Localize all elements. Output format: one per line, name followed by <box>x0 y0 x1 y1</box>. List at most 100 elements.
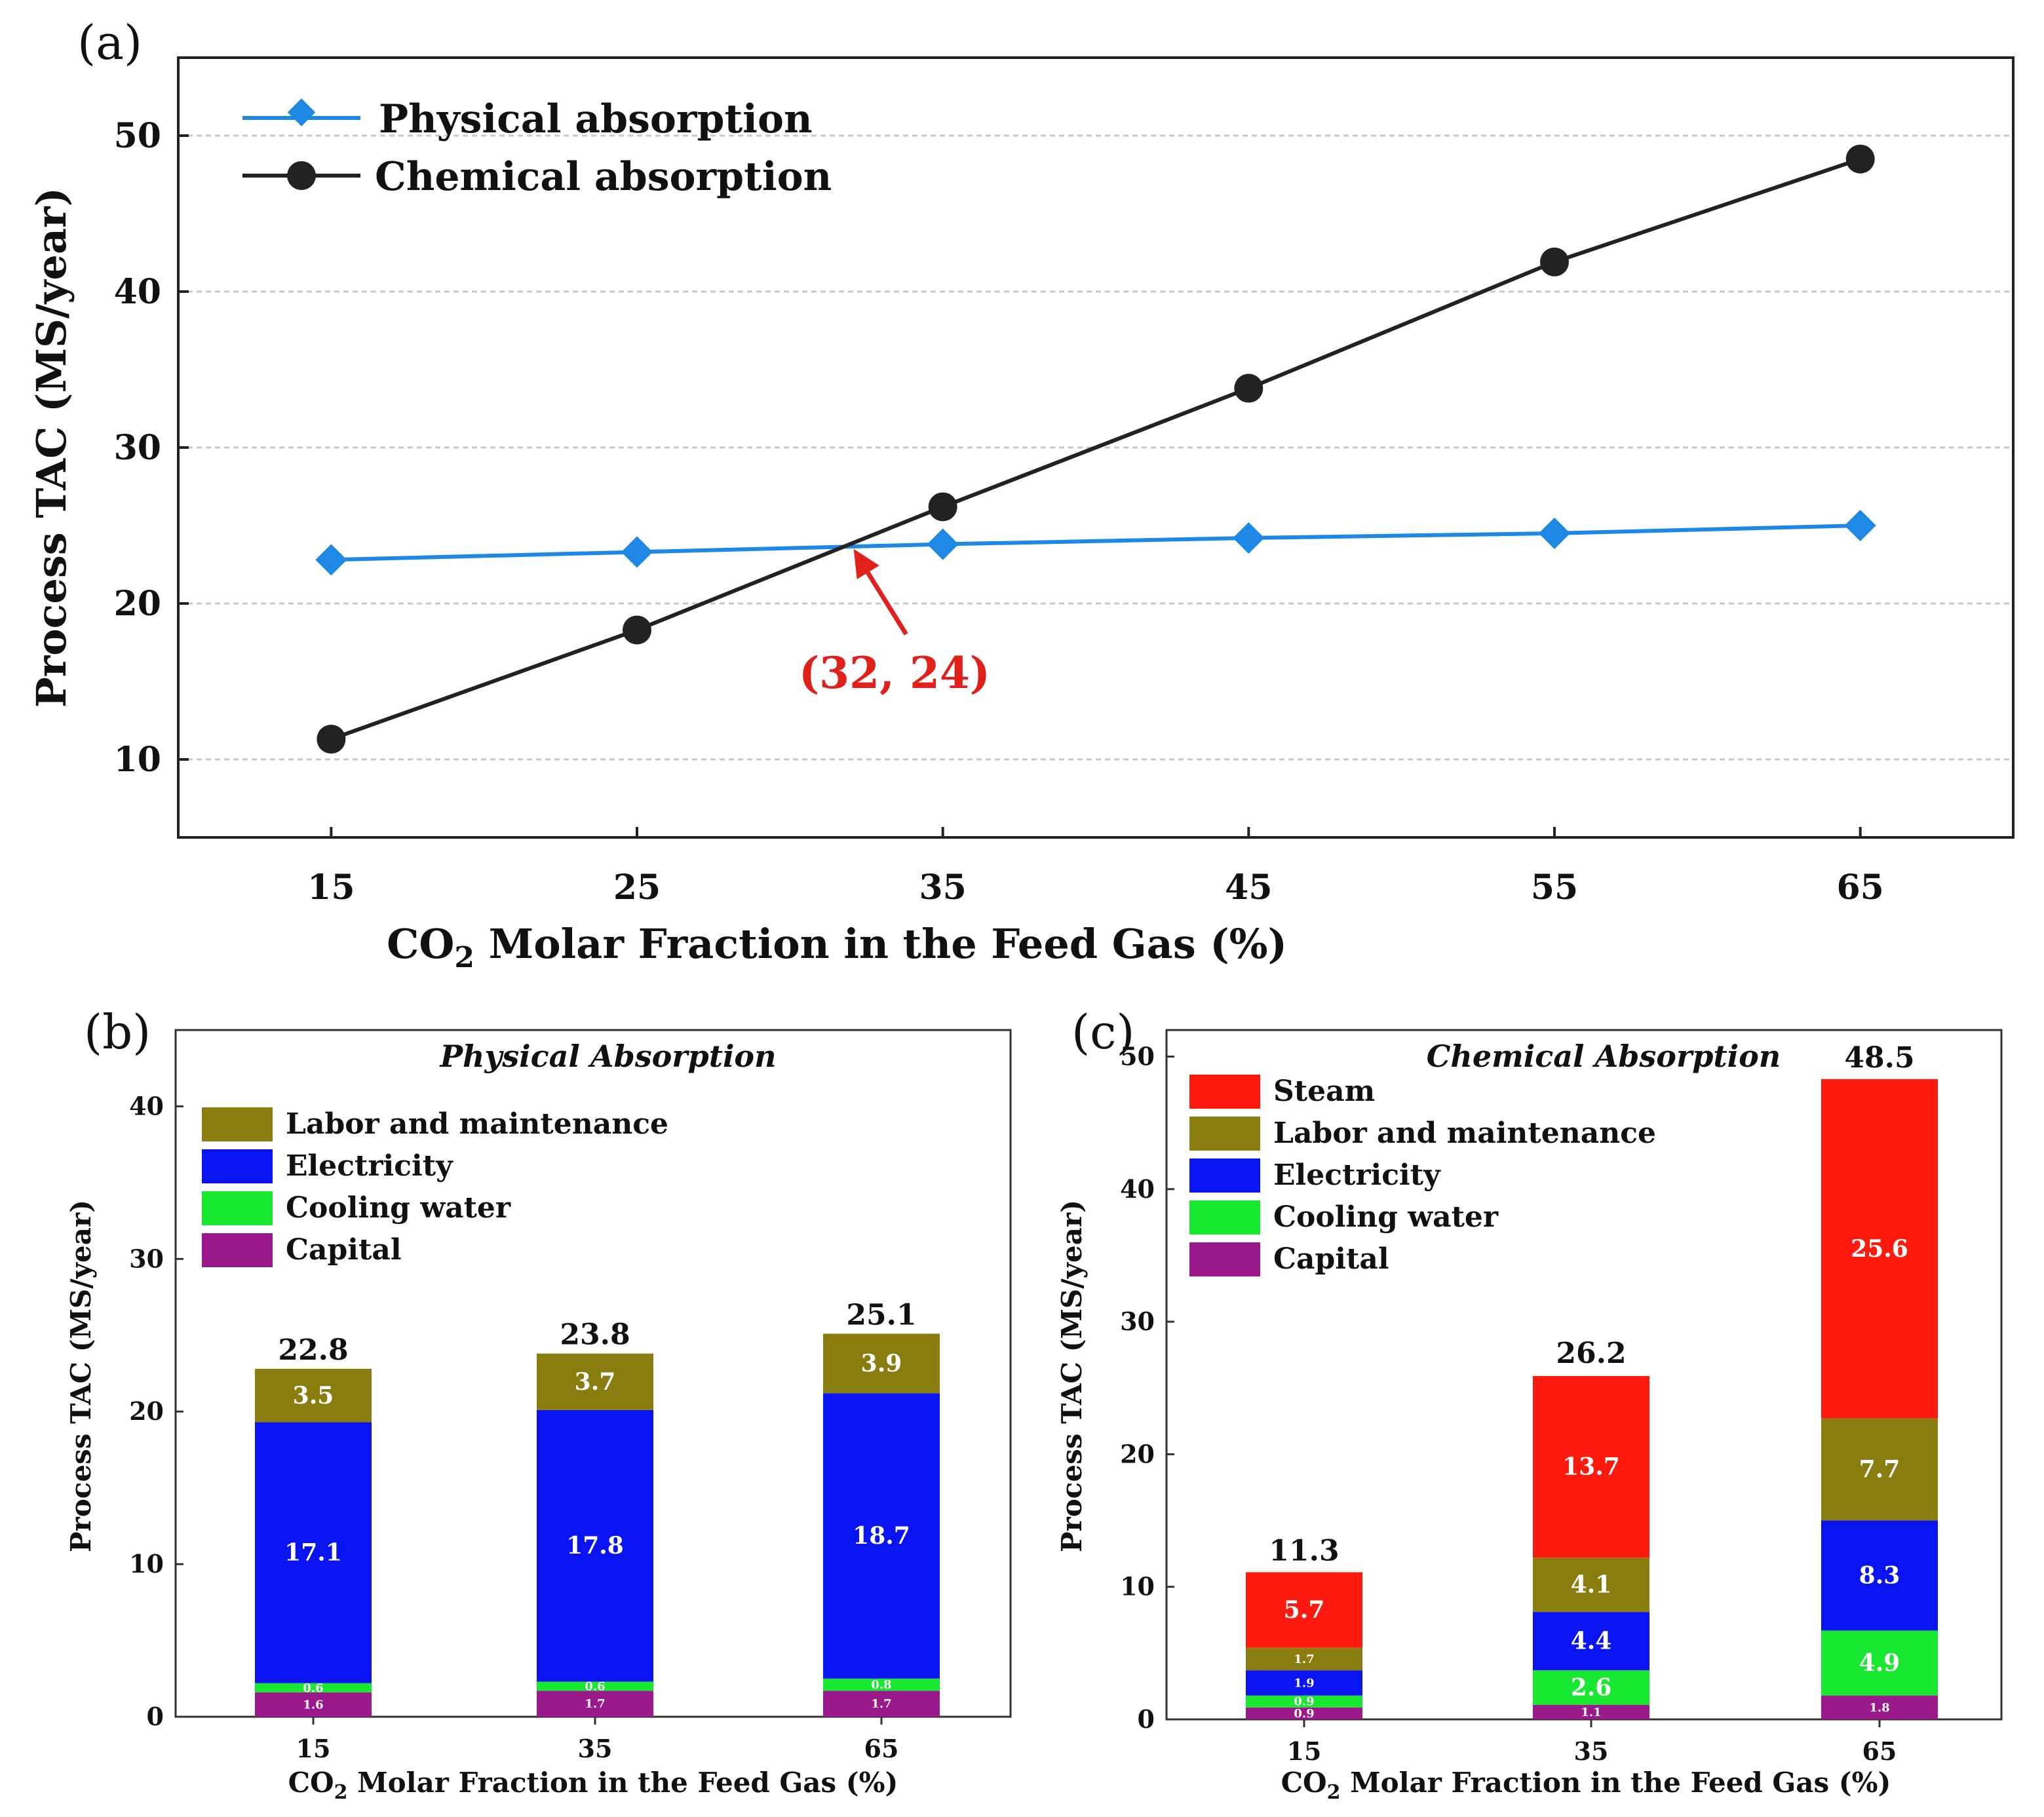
c-x-title-rest: Molar Fraction in the Feed Gas (%) <box>1340 1767 1891 1799</box>
y-tick-label: 10 <box>1120 1572 1155 1601</box>
bar-segment-labor-and-maintenance <box>537 1353 653 1410</box>
bar-segment-capital <box>1821 1695 1938 1719</box>
bar-total-label: 26.2 <box>1556 1337 1626 1370</box>
data-point-chemical <box>623 615 651 645</box>
bar-segment-label: 4.9 <box>1859 1649 1900 1677</box>
legend-swatch-electricity <box>202 1149 273 1183</box>
panel-b-x-ticks: 15 35 65 <box>296 1717 898 1763</box>
y-tick-label: 20 <box>129 1396 164 1426</box>
data-point-chemical <box>928 492 957 522</box>
bar-segment-cooling-water <box>255 1683 372 1693</box>
b-x-title-subscript: 2 <box>334 1781 348 1804</box>
bar-segment-label: 17.8 <box>566 1532 624 1559</box>
panel-b-title: Physical Absorption <box>438 1039 776 1074</box>
legend-swatch-labor-and-maintenance <box>202 1107 273 1141</box>
data-point-physical <box>1844 509 1876 542</box>
bar-segment-label: 1.6 <box>303 1698 323 1712</box>
x-title-rest: Molar Fraction in the Feed Gas (%) <box>474 920 1287 968</box>
legend-label: Capital <box>286 1233 402 1267</box>
bar-segment-cooling-water <box>1533 1670 1649 1705</box>
bar-segment-labor-and-maintenance <box>1246 1647 1362 1671</box>
y-tick-label: 10 <box>114 740 161 780</box>
bar-segment-cooling-water <box>1246 1695 1362 1708</box>
bar-segment-label: 1.7 <box>585 1697 605 1711</box>
bar-segment-labor-and-maintenance <box>255 1369 372 1423</box>
panel-c-x-ticks: 15 35 65 <box>1287 1719 1897 1766</box>
bar-segment-electricity <box>823 1393 940 1679</box>
x-tick-label: 35 <box>1574 1736 1609 1766</box>
y-tick-label: 0 <box>147 1702 164 1731</box>
legend-swatch-capital <box>1189 1242 1260 1276</box>
legend-label: Electricity <box>1273 1158 1441 1192</box>
panel-a-x-ticks: 15 25 35 45 55 65 <box>307 827 1884 908</box>
x-title-subscript: 2 <box>454 941 474 974</box>
data-point-physical <box>315 544 347 576</box>
bar-segment-label: 0.9 <box>1294 1707 1314 1721</box>
legend-swatch-steam <box>1189 1075 1260 1109</box>
bar-segment-cooling-water <box>537 1681 653 1691</box>
annotation-arrow-head <box>853 548 879 580</box>
bar-segment-electricity <box>1821 1520 1938 1631</box>
bar-total-label: 23.8 <box>560 1318 630 1352</box>
annotation-label: (32, 24) <box>799 647 990 698</box>
bar-segment-electricity <box>1533 1612 1649 1671</box>
bar-segment-steam <box>1246 1572 1362 1648</box>
y-tick-label: 20 <box>1120 1439 1155 1468</box>
x-title-co: CO <box>387 920 454 968</box>
bar-segment-labor-and-maintenance <box>1533 1558 1649 1613</box>
bar-total-label: 11.3 <box>1269 1534 1339 1567</box>
panel-c-title: Chemical Absorption <box>1427 1039 1781 1074</box>
data-point-physical <box>621 536 653 568</box>
legend-label: Labor and maintenance <box>1273 1117 1656 1150</box>
bar-segment-label: 0.9 <box>1294 1695 1314 1709</box>
panel-a-y-ticks: 10 20 30 40 50 <box>114 116 189 780</box>
panel-c-y-axis-title: Process TAC (MS/year) <box>1056 1200 1088 1552</box>
data-point-chemical <box>1234 373 1263 403</box>
data-point-chemical <box>1540 247 1569 277</box>
bar-segment-capital <box>255 1692 372 1717</box>
series-line-physical <box>331 524 1861 562</box>
bar-segment-labor-and-maintenance <box>1821 1418 1938 1521</box>
panel-c-y-ticks: 0 10 20 30 40 50 <box>1120 1041 1174 1734</box>
legend-swatch-capital <box>202 1233 273 1267</box>
bar-segment-label: 25.6 <box>1851 1235 1908 1263</box>
bar-segment-label: 1.9 <box>1294 1676 1314 1690</box>
bar-total-label: 25.1 <box>846 1298 916 1331</box>
legend-label: Steam <box>1273 1075 1375 1108</box>
bar-segment-label: 4.4 <box>1571 1628 1612 1655</box>
panel-a-annotation: (32, 24) <box>799 548 990 698</box>
bar-segment-label: 1.1 <box>1581 1706 1601 1719</box>
data-point-chemical <box>1845 144 1875 174</box>
y-tick-label: 30 <box>129 1244 164 1273</box>
data-point-physical <box>1233 522 1265 554</box>
x-tick-label: 55 <box>1531 868 1578 908</box>
bar-segment-cooling-water <box>1821 1630 1938 1696</box>
bar-segment-label: 1.7 <box>1294 1653 1314 1666</box>
bar-segment-label: 17.1 <box>284 1539 342 1567</box>
panel-b: (b) Physical Absorption 0 10 20 30 40 1.6 0.6… <box>65 1004 1012 1804</box>
legend-label: Capital <box>1273 1242 1389 1276</box>
bar-segment-electricity <box>537 1409 653 1682</box>
panel-b-legend: Labor and maintenance Electricity Cooling … <box>202 1107 668 1267</box>
bar-segment-label: 8.3 <box>1859 1561 1900 1589</box>
panel-a-legend: Physical absorption Chemical absorption <box>242 96 832 200</box>
bar-segment-capital <box>1246 1707 1362 1719</box>
bar-segment-label: 7.7 <box>1859 1456 1900 1483</box>
panel-b-bars: 1.6 0.6 17.1 3.5 22.8 1.7 0.6 17.8 3.7 23.8 1.7 0.8… <box>255 1298 940 1717</box>
bar-total-label: 22.8 <box>278 1333 348 1367</box>
y-tick-label: 30 <box>1120 1307 1155 1336</box>
bar-segment-label: 5.7 <box>1284 1596 1325 1624</box>
bar-segment-capital <box>1533 1704 1649 1719</box>
bar-segment-label: 2.6 <box>1571 1674 1612 1701</box>
bar-segment-label: 18.7 <box>853 1522 910 1550</box>
bar-segment-electricity <box>1246 1670 1362 1696</box>
bar-segment-steam <box>1821 1079 1938 1419</box>
y-tick-label: 50 <box>114 116 161 156</box>
panel-a-label: (a) <box>77 15 142 70</box>
data-point-physical <box>1538 517 1571 549</box>
x-tick-label: 35 <box>578 1734 613 1763</box>
bar-segment-label: 0.6 <box>303 1681 323 1695</box>
panel-c-x-axis-title: CO2 Molar Fraction in the Feed Gas (%) <box>1281 1767 1891 1804</box>
